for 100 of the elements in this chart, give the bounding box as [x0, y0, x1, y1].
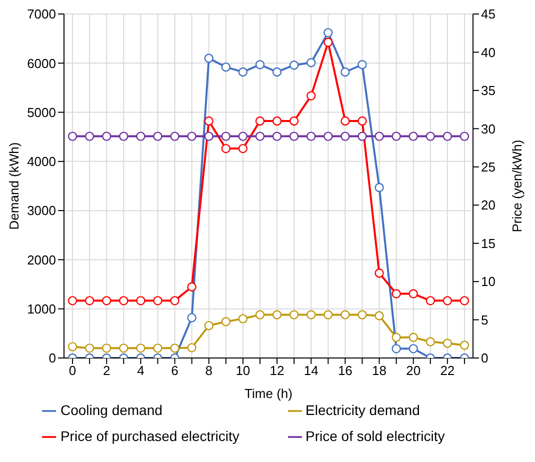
- point: [238, 67, 248, 77]
- point: [221, 317, 230, 326]
- point: [374, 311, 384, 320]
- point: [408, 289, 418, 298]
- point: [358, 310, 367, 320]
- point: [442, 296, 452, 306]
- point: [204, 132, 214, 141]
- y-tick-label: 7000: [27, 6, 56, 22]
- y-tick-label: 4000: [27, 154, 56, 170]
- point: [340, 67, 350, 77]
- point: [442, 132, 452, 141]
- x-tick-label: 14: [304, 363, 318, 378]
- point: [255, 310, 265, 320]
- y2-tick-label: 25: [481, 160, 496, 175]
- point: [358, 116, 367, 126]
- point: [170, 132, 180, 141]
- y-tick-label: 3000: [27, 203, 56, 218]
- point: [187, 132, 196, 141]
- point: [136, 296, 146, 306]
- point: [426, 132, 435, 141]
- point: [289, 310, 299, 320]
- point: [221, 144, 230, 154]
- point: [204, 116, 214, 126]
- point: [289, 60, 299, 70]
- x-tick-label: 16: [338, 363, 352, 378]
- point: [255, 132, 265, 141]
- point: [408, 332, 418, 342]
- point: [153, 296, 162, 306]
- y2-tick-label: 10: [481, 274, 496, 290]
- point: [374, 268, 384, 278]
- x-tick-label: 2: [102, 363, 110, 378]
- point: [272, 67, 282, 77]
- y2-axis-title: Price (yen/kWh): [510, 140, 525, 232]
- point: [324, 132, 333, 141]
- point: [358, 60, 367, 70]
- point: [306, 91, 316, 100]
- point: [170, 296, 180, 306]
- point: [68, 296, 78, 306]
- point: [408, 344, 418, 354]
- x-tick-label: 10: [236, 363, 250, 378]
- point: [442, 338, 452, 348]
- y-tick-label: 1000: [27, 301, 56, 316]
- point: [392, 344, 401, 354]
- x-tick-label: 12: [270, 363, 284, 378]
- point: [68, 342, 78, 352]
- legend-label: Cooling demand: [60, 402, 162, 418]
- x-tick-label: 18: [372, 363, 387, 378]
- point: [306, 132, 316, 141]
- y2-tick-label: 0: [481, 350, 488, 366]
- point: [340, 132, 350, 141]
- point: [102, 344, 112, 353]
- point: [102, 296, 112, 306]
- point: [238, 132, 248, 141]
- point: [84, 296, 94, 306]
- y2-tick-label: 30: [481, 121, 496, 136]
- point: [392, 332, 401, 342]
- point: [255, 116, 265, 126]
- x-tick-label: 6: [171, 363, 178, 378]
- point: [289, 132, 299, 141]
- point: [340, 116, 350, 126]
- point: [426, 296, 435, 306]
- point: [392, 132, 401, 141]
- y-tick-label: 0: [48, 350, 56, 366]
- point: [204, 320, 214, 330]
- point: [272, 116, 282, 126]
- legend-label: Price of sold electricity: [306, 428, 445, 444]
- y2-tick-label: 5: [481, 312, 488, 328]
- point: [306, 310, 316, 320]
- point: [187, 282, 196, 292]
- point: [324, 28, 333, 38]
- x-tick-label: 0: [68, 363, 76, 378]
- y2-tick-label: 40: [481, 44, 496, 60]
- point: [460, 132, 470, 141]
- y-axis-title: Demand (kWh): [6, 142, 22, 230]
- point: [306, 58, 316, 68]
- point: [221, 132, 230, 141]
- y-tick-label: 2000: [27, 252, 56, 268]
- y2-tick-label: 20: [481, 198, 496, 213]
- point: [426, 337, 435, 346]
- point: [153, 132, 162, 141]
- y2-tick-label: 45: [481, 6, 496, 22]
- point: [374, 132, 384, 141]
- point: [238, 144, 248, 154]
- legend-label: Price of purchased electricity: [60, 428, 240, 444]
- x-tick-label: 22: [440, 363, 455, 378]
- point: [136, 132, 146, 141]
- point: [408, 132, 418, 141]
- point: [170, 344, 180, 353]
- point: [255, 60, 265, 70]
- point: [324, 38, 333, 47]
- point: [272, 310, 282, 320]
- point: [187, 313, 196, 322]
- point: [119, 132, 128, 141]
- point: [460, 340, 470, 350]
- point: [153, 344, 162, 353]
- point: [102, 132, 112, 141]
- point: [204, 54, 214, 63]
- x-tick-label: 4: [137, 363, 144, 378]
- point: [68, 132, 78, 141]
- point: [84, 344, 94, 353]
